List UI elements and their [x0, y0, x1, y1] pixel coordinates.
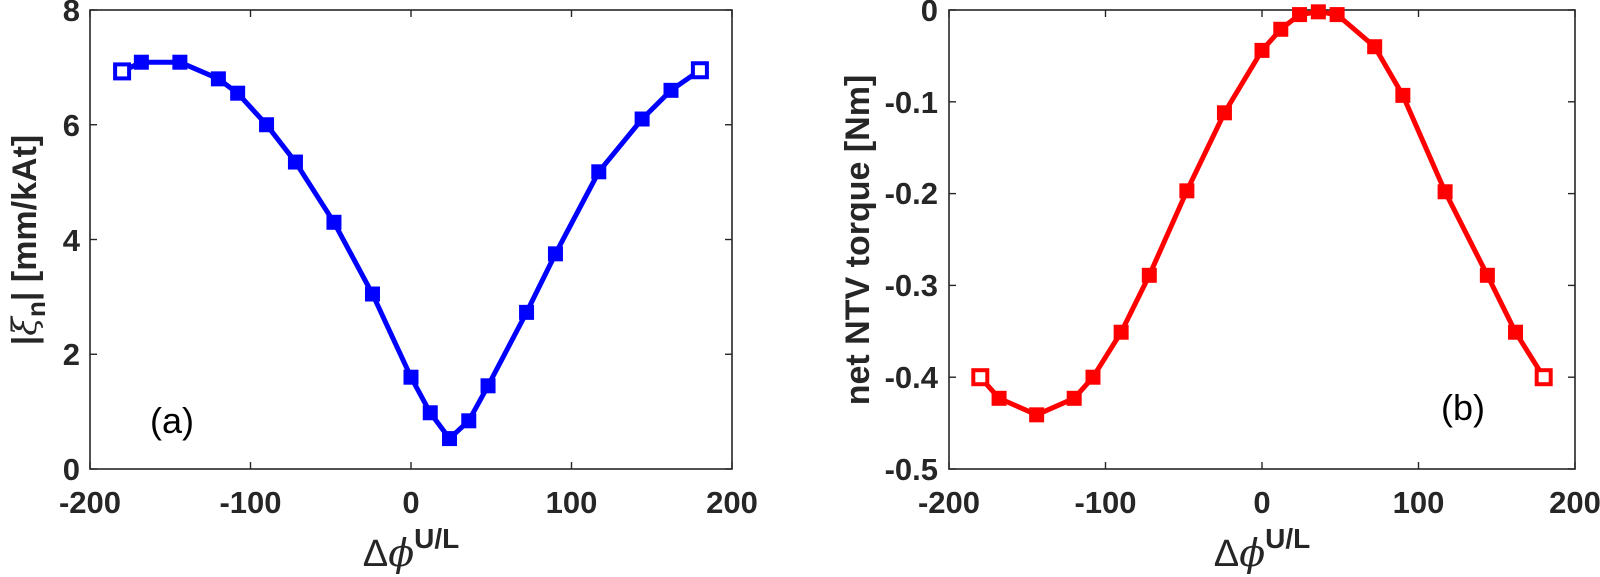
panel-a-label: (a) [150, 400, 194, 441]
square-marker-icon [287, 154, 303, 170]
xlabel-delta: Δ [363, 533, 388, 575]
xtick-label: -200 [59, 485, 121, 520]
square-marker-icon [1113, 324, 1129, 340]
ylabel-units: | [mm/kAt] [6, 135, 44, 301]
panel-b-xlabel: ΔϕU/L [1214, 523, 1310, 575]
panel-b-data-line [978, 9, 1546, 418]
square-marker-icon [364, 286, 380, 302]
panel-a-ytick-labels: 0 2 4 6 8 [63, 0, 81, 487]
square-marker-icon [172, 54, 188, 70]
xlabel-superscript: U/L [1265, 523, 1310, 554]
square-marker-icon [1066, 390, 1082, 406]
ylabel-bar-open: | [6, 336, 44, 346]
ylabel-subscript: n [21, 301, 51, 317]
square-marker-icon [1310, 4, 1326, 20]
ytick-label: -0.2 [885, 176, 938, 211]
xtick-label: -200 [918, 485, 980, 520]
panel-b-ticks [948, 9, 1576, 470]
square-marker-icon [133, 54, 149, 70]
ytick-label: -0.1 [885, 85, 938, 120]
square-marker-icon [547, 246, 563, 262]
square-marker-icon [1254, 42, 1270, 58]
square-marker-icon [461, 413, 477, 429]
panel-b-label: (b) [1441, 387, 1485, 428]
xtick-label: 200 [1549, 485, 1600, 520]
square-marker-icon [1085, 369, 1101, 385]
ytick-label: 4 [63, 223, 81, 258]
square-marker-icon [210, 71, 226, 87]
panel-a-xtick-labels: -200 -100 0 100 200 [59, 485, 758, 520]
panel-a: -200 -100 0 100 200 0 2 4 6 8 |ξn| [mm/k… [5, 0, 758, 575]
xlabel-delta: Δ [1214, 533, 1239, 575]
square-marker-icon [1395, 87, 1411, 103]
panel-b-xtick-labels: -200 -100 0 100 200 [918, 485, 1600, 520]
ytick-label: 2 [63, 337, 80, 372]
xtick-label: 200 [706, 485, 758, 520]
panel-a-ticks [89, 9, 733, 470]
panel-a-xlabel: ΔϕU/L [363, 523, 459, 575]
xtick-label: 0 [1253, 485, 1270, 520]
square-marker-icon [519, 304, 535, 320]
xtick-label: 0 [402, 485, 419, 520]
square-marker-icon [1029, 407, 1045, 423]
ylabel-xi-symbol: ξ [5, 315, 45, 336]
square-marker-icon [1329, 7, 1345, 23]
square-marker-icon [1141, 267, 1157, 283]
square-marker-icon [1367, 39, 1383, 55]
square-marker-icon [326, 214, 342, 230]
square-marker-icon [403, 369, 419, 385]
panel-b-data-markers [971, 4, 1553, 423]
ytick-label: 8 [63, 0, 80, 28]
square-marker-icon [1216, 105, 1232, 121]
xlabel-phi: ϕ [388, 531, 414, 575]
square-marker-icon [1534, 368, 1553, 387]
square-marker-icon [991, 390, 1007, 406]
ytick-label: 0 [921, 0, 938, 28]
square-marker-icon [422, 405, 438, 421]
square-marker-icon [1292, 7, 1308, 23]
panel-b-ytick-labels: -0.5 -0.4 -0.3 -0.2 -0.1 0 [885, 0, 939, 487]
panel-b: -200 -100 0 100 200 -0.5 -0.4 -0.3 -0.2 … [839, 0, 1600, 575]
ytick-label: -0.4 [885, 360, 939, 395]
square-marker-icon [591, 164, 607, 180]
panel-b-ylabel: net NTV torque [Nm] [839, 75, 877, 406]
square-marker-icon [1179, 183, 1195, 199]
square-marker-icon [259, 117, 275, 133]
square-marker-icon [230, 85, 246, 101]
square-marker-icon [113, 62, 132, 81]
xlabel-superscript: U/L [414, 523, 459, 554]
xtick-label: 100 [1393, 485, 1445, 520]
square-marker-icon [480, 378, 496, 394]
square-marker-icon [971, 368, 990, 387]
square-marker-icon [634, 111, 650, 127]
ytick-label: -0.5 [885, 452, 938, 487]
square-marker-icon [1273, 21, 1289, 37]
ytick-label: 0 [63, 452, 80, 487]
square-marker-icon [1479, 267, 1495, 283]
xlabel-phi: ϕ [1239, 531, 1265, 575]
panel-a-ylabel: |ξn| [mm/kAt] [5, 135, 51, 345]
square-marker-icon [1437, 184, 1453, 200]
xtick-label: -100 [219, 485, 281, 520]
square-marker-icon [663, 82, 679, 98]
square-marker-icon [690, 61, 709, 80]
panel-a-data-markers [113, 54, 709, 447]
xtick-label: 100 [546, 485, 598, 520]
ytick-label: -0.3 [885, 268, 938, 303]
ytick-label: 6 [63, 108, 80, 143]
square-marker-icon [1508, 324, 1524, 340]
xtick-label: -100 [1074, 485, 1136, 520]
square-marker-icon [442, 431, 458, 447]
